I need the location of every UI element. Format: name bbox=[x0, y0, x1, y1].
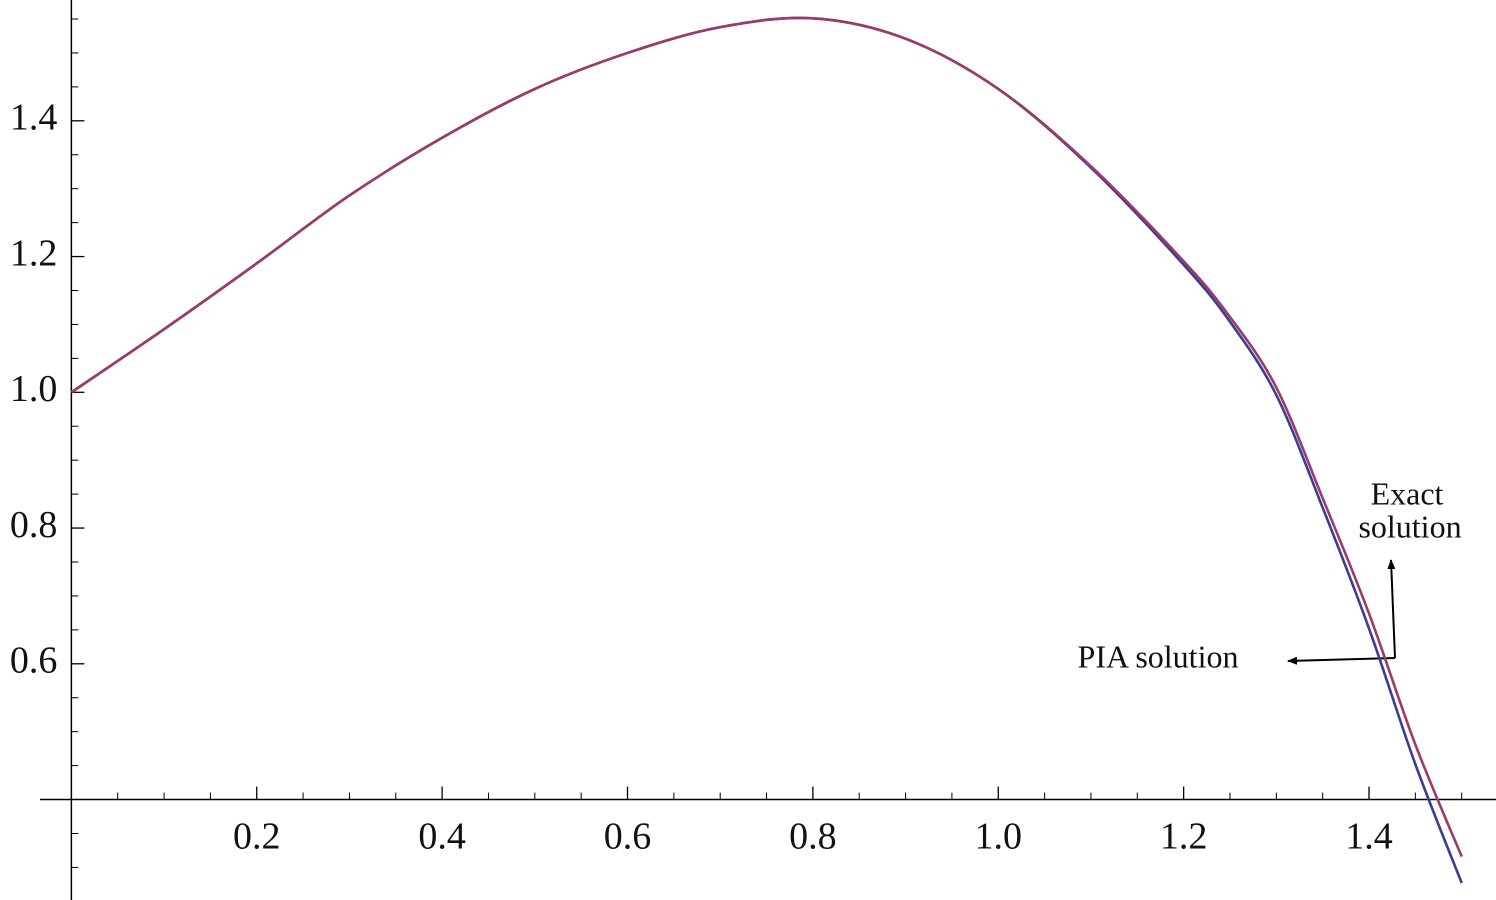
y-tick-label: 1.0 bbox=[10, 368, 58, 410]
y-tick-label: 0.6 bbox=[10, 640, 58, 682]
annotation: solution bbox=[1358, 508, 1461, 544]
y-tick-label: 1.2 bbox=[10, 232, 58, 274]
x-tick-label: 1.4 bbox=[1345, 815, 1393, 857]
annotation: Exact bbox=[1371, 475, 1444, 511]
y-tick-label: 1.4 bbox=[10, 97, 58, 139]
series-line bbox=[70, 16, 1463, 884]
annotation: PIA solution bbox=[1078, 638, 1239, 674]
x-tick-label: 1.2 bbox=[1160, 815, 1208, 857]
series-line bbox=[70, 16, 1463, 858]
x-tick-label: 0.6 bbox=[604, 815, 652, 857]
x-tick-label: 0.2 bbox=[233, 815, 281, 857]
x-tick-label: 1.0 bbox=[975, 815, 1023, 857]
pia-arrow bbox=[1287, 656, 1396, 665]
x-tick-label: 0.4 bbox=[418, 815, 466, 857]
x-tick-label: 0.8 bbox=[789, 815, 837, 857]
exact-arrow bbox=[1387, 559, 1396, 659]
y-tick-label: 0.8 bbox=[10, 504, 58, 546]
